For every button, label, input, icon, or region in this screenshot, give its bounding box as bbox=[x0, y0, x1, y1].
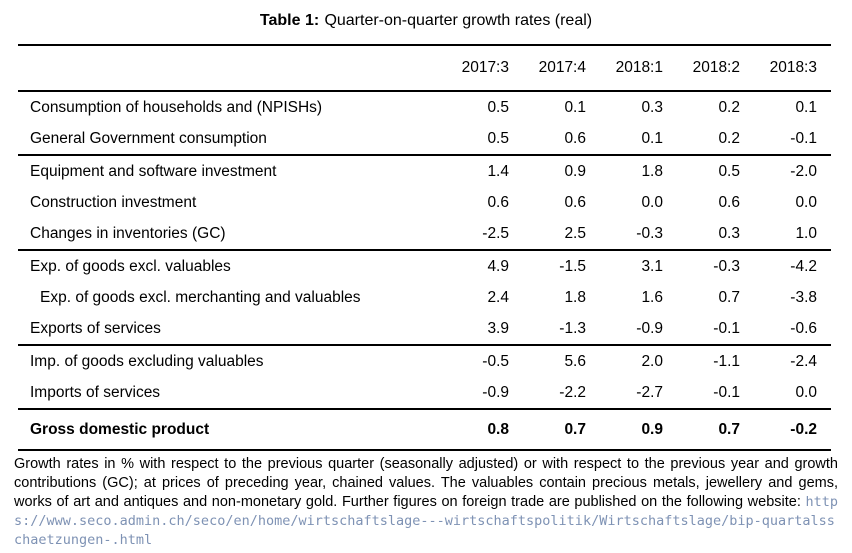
header-col-2018-1: 2018:1 bbox=[615, 59, 663, 76]
row-label: Construction investment bbox=[30, 194, 197, 211]
row-value: -1.1 bbox=[713, 353, 740, 370]
row-value: -0.3 bbox=[636, 225, 663, 242]
row-value: 0.7 bbox=[718, 421, 740, 438]
row-value: -2.5 bbox=[482, 225, 509, 242]
row-value: -2.7 bbox=[636, 384, 663, 401]
row-value: 1.8 bbox=[641, 163, 663, 180]
table-section: Gross domestic product 0.8 0.7 0.9 0.7 -… bbox=[18, 409, 831, 450]
row-value: -0.9 bbox=[636, 320, 663, 337]
table-row: Consumption of households and (NPISHs) 0… bbox=[18, 91, 831, 123]
row-label: Imports of services bbox=[30, 384, 161, 401]
row-value: 0.6 bbox=[564, 130, 586, 147]
table-row: Exp. of goods excl. valuables 4.9 -1.5 3… bbox=[18, 250, 831, 282]
table-row: Changes in inventories (GC) -2.5 2.5 -0.… bbox=[18, 218, 831, 250]
row-value: -0.9 bbox=[482, 384, 509, 401]
header-col-2017-3: 2017:3 bbox=[461, 59, 509, 76]
row-value: -0.6 bbox=[790, 320, 817, 337]
growth-rates-table: 2017:3 2017:4 2018:1 2018:2 2018:3 Consu… bbox=[18, 44, 831, 451]
row-value: 0.2 bbox=[718, 130, 740, 147]
table-title: Table 1: Quarter-on-quarter growth rates … bbox=[0, 0, 852, 31]
row-value: 1.6 bbox=[641, 289, 663, 306]
row-value: 0.1 bbox=[795, 99, 817, 116]
table-row: Equipment and software investment 1.4 0.… bbox=[18, 155, 831, 187]
row-value: -0.2 bbox=[790, 421, 817, 438]
row-value: 0.5 bbox=[487, 130, 509, 147]
table-row: Imp. of goods excluding valuables -0.5 5… bbox=[18, 345, 831, 377]
row-value: 5.6 bbox=[564, 353, 586, 370]
table-row: Gross domestic product 0.8 0.7 0.9 0.7 -… bbox=[18, 409, 831, 450]
row-value: 1.0 bbox=[795, 225, 817, 242]
row-value: 4.9 bbox=[487, 258, 509, 275]
row-value: 0.3 bbox=[718, 225, 740, 242]
row-value: 0.5 bbox=[487, 99, 509, 116]
row-value: 0.0 bbox=[795, 194, 817, 211]
row-label: Exp. of goods excl. merchanting and valu… bbox=[40, 289, 361, 306]
row-value: -0.1 bbox=[790, 130, 817, 147]
footnote-text: Growth rates in % with respect to the pr… bbox=[14, 456, 838, 510]
row-value: 1.4 bbox=[487, 163, 509, 180]
header-col-2018-3: 2018:3 bbox=[769, 59, 817, 76]
row-value: 0.1 bbox=[564, 99, 586, 116]
row-value: 0.8 bbox=[487, 421, 509, 438]
row-value: -4.2 bbox=[790, 258, 817, 275]
row-value: 0.7 bbox=[718, 289, 740, 306]
row-value: 0.0 bbox=[795, 384, 817, 401]
row-label: Consumption of households and (NPISHs) bbox=[30, 99, 323, 116]
row-value: 0.6 bbox=[718, 194, 740, 211]
row-value: 0.5 bbox=[718, 163, 740, 180]
table-section: Imp. of goods excluding valuables -0.5 5… bbox=[18, 345, 831, 409]
row-label: Changes in inventories (GC) bbox=[30, 225, 226, 242]
header-row: 2017:3 2017:4 2018:1 2018:2 2018:3 bbox=[18, 45, 831, 91]
table-section: Exp. of goods excl. valuables 4.9 -1.5 3… bbox=[18, 250, 831, 345]
row-label: Exports of services bbox=[30, 320, 161, 337]
row-label: Imp. of goods excluding valuables bbox=[30, 353, 264, 370]
row-value: 2.4 bbox=[487, 289, 509, 306]
row-label: General Government consumption bbox=[30, 130, 267, 147]
row-value: -0.1 bbox=[713, 384, 740, 401]
row-value: -0.5 bbox=[482, 353, 509, 370]
row-value: 0.2 bbox=[718, 99, 740, 116]
row-value: 1.8 bbox=[564, 289, 586, 306]
header-col-2018-2: 2018:2 bbox=[692, 59, 740, 76]
row-value: -0.1 bbox=[713, 320, 740, 337]
row-value: 2.0 bbox=[641, 353, 663, 370]
table-row: General Government consumption 0.5 0.6 0… bbox=[18, 123, 831, 155]
table-row: Imports of services -0.9 -2.2 -2.7 -0.1 … bbox=[18, 377, 831, 409]
row-value: 0.6 bbox=[564, 194, 586, 211]
table-row: Construction investment 0.6 0.6 0.0 0.6 … bbox=[18, 187, 831, 218]
row-value: 0.6 bbox=[487, 194, 509, 211]
row-value: 0.9 bbox=[564, 163, 586, 180]
row-value: 2.5 bbox=[564, 225, 586, 242]
table-section: Consumption of households and (NPISHs) 0… bbox=[18, 91, 831, 155]
row-label: Exp. of goods excl. valuables bbox=[30, 258, 231, 275]
row-value: -0.3 bbox=[713, 258, 740, 275]
table-header: 2017:3 2017:4 2018:1 2018:2 2018:3 bbox=[18, 45, 831, 91]
row-value: 0.9 bbox=[641, 421, 663, 438]
row-value: 0.0 bbox=[641, 194, 663, 211]
table-title-text: Quarter-on-quarter growth rates (real) bbox=[324, 12, 593, 29]
row-value: -2.4 bbox=[790, 353, 817, 370]
table-section: Equipment and software investment 1.4 0.… bbox=[18, 155, 831, 250]
table-row: Exports of services 3.9 -1.3 -0.9 -0.1 -… bbox=[18, 313, 831, 345]
row-value: 0.1 bbox=[641, 130, 663, 147]
row-value: -2.0 bbox=[790, 163, 817, 180]
table-title-label: Table 1: bbox=[259, 12, 320, 29]
table-row: Exp. of goods excl. merchanting and valu… bbox=[18, 282, 831, 313]
row-value: 0.7 bbox=[564, 421, 586, 438]
table-footnote: Growth rates in % with respect to the pr… bbox=[14, 455, 838, 550]
row-value: 3.9 bbox=[487, 320, 509, 337]
row-value: 0.3 bbox=[641, 99, 663, 116]
header-col-2017-4: 2017:4 bbox=[538, 59, 586, 76]
row-value: -1.3 bbox=[559, 320, 586, 337]
row-label: Gross domestic product bbox=[30, 421, 210, 438]
row-value: 3.1 bbox=[641, 258, 663, 275]
header-empty-cell bbox=[18, 45, 446, 91]
row-label: Equipment and software investment bbox=[30, 163, 277, 180]
row-value: -1.5 bbox=[559, 258, 586, 275]
row-value: -2.2 bbox=[559, 384, 586, 401]
row-value: -3.8 bbox=[790, 289, 817, 306]
footnote-url-link[interactable]: https://www.seco.admin.ch/seco/en/home/w… bbox=[14, 494, 838, 548]
